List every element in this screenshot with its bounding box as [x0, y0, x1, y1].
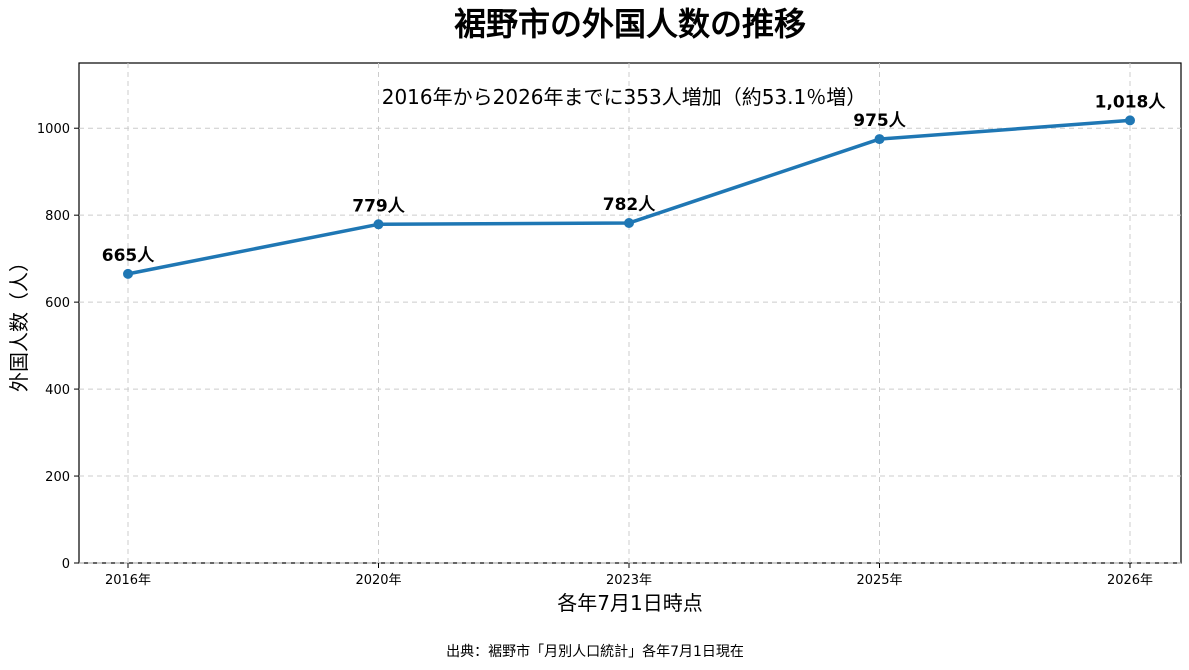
y-tick-label: 1000 — [37, 122, 70, 137]
data-labels: 665人 779人 782人 975人 1,018人 — [102, 92, 1167, 265]
y-axis-label: 外国人数（人） — [7, 252, 31, 392]
plot-area — [78, 62, 1182, 564]
x-tick-label: 2026年 — [1107, 573, 1153, 588]
data-point — [874, 134, 885, 145]
data-label: 782人 — [603, 195, 656, 215]
x-tick-label: 2023年 — [606, 573, 652, 588]
data-label: 665人 — [102, 246, 155, 266]
y-tick-label: 800 — [45, 209, 70, 224]
data-label: 779人 — [352, 196, 405, 216]
x-axis-label: 各年7月1日時点 — [557, 591, 702, 615]
data-label: 1,018人 — [1095, 92, 1167, 112]
series-layer — [123, 115, 1135, 279]
grid-lines — [79, 63, 1181, 564]
source-note: 出典：裾野市「月別人口統計」各年7月1日現在 — [446, 643, 744, 660]
data-point — [123, 268, 133, 279]
data-point — [1125, 115, 1135, 126]
y-tick-label: 200 — [45, 470, 70, 485]
x-tick-label: 2025年 — [856, 573, 902, 588]
y-tick-label: 0 — [62, 557, 70, 572]
y-tick-label: 600 — [45, 296, 70, 311]
data-point — [624, 218, 634, 228]
data-label: 975人 — [853, 111, 906, 131]
x-tick-label: 2016年 — [105, 573, 151, 588]
growth-annotation: 2016年から2026年までに353人増加（約53.1％増） — [382, 85, 867, 109]
axis-ticks: 0 200 400 600 800 1000 2016年 2020年 2023年 2025年 202… — [37, 122, 1153, 588]
y-tick-label: 400 — [45, 383, 70, 398]
data-point — [373, 219, 384, 230]
chart-title: 裾野市の外国人数の推移 — [454, 5, 806, 43]
x-tick-label: 2020年 — [355, 573, 401, 588]
